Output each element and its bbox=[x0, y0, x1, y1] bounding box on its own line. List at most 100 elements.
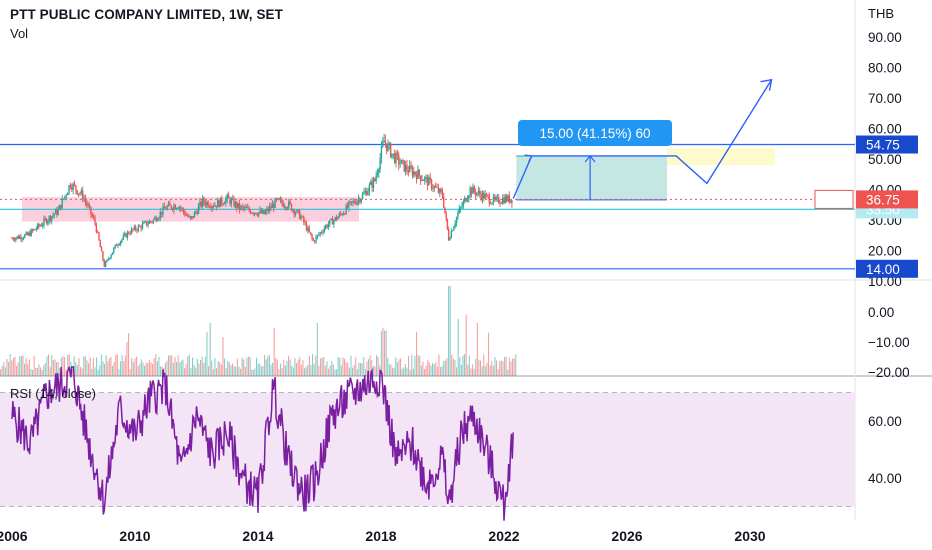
volume-bar bbox=[220, 364, 222, 376]
candle-body bbox=[141, 223, 144, 229]
volume-bar bbox=[168, 355, 170, 376]
candle-body bbox=[253, 212, 256, 214]
candle-body bbox=[94, 218, 96, 224]
candle-body bbox=[208, 206, 211, 208]
volume-bar bbox=[48, 354, 50, 376]
candle-body bbox=[371, 181, 373, 188]
volume-bar bbox=[478, 359, 480, 376]
price-tick-label: 80.00 bbox=[868, 61, 902, 76]
volume-bar bbox=[441, 366, 443, 376]
candle-body bbox=[15, 238, 17, 241]
volume-bar bbox=[89, 357, 91, 376]
symbol-tag-label: PTT bbox=[821, 192, 847, 207]
candle-body bbox=[333, 220, 335, 225]
volume-bar bbox=[446, 358, 448, 376]
candle-body bbox=[66, 193, 69, 196]
volume-bar bbox=[470, 368, 472, 376]
volume-bar bbox=[217, 361, 219, 376]
candle-body bbox=[436, 187, 438, 189]
candle-body bbox=[40, 225, 43, 227]
candle-body bbox=[357, 198, 360, 202]
volume-bar bbox=[368, 359, 370, 376]
volume-bar bbox=[440, 367, 442, 376]
candle-body bbox=[173, 205, 175, 210]
candle-body bbox=[274, 198, 276, 208]
volume-bar bbox=[33, 355, 35, 376]
volume-bar bbox=[280, 363, 282, 376]
candle-body bbox=[257, 212, 260, 216]
volume-bar bbox=[468, 355, 470, 376]
candle-body bbox=[491, 202, 493, 204]
candle-body bbox=[338, 213, 341, 218]
volume-bar bbox=[512, 358, 514, 376]
volume-bar bbox=[164, 362, 166, 376]
volume-bar bbox=[489, 365, 491, 376]
volume-bar bbox=[193, 365, 195, 376]
volume-bar bbox=[25, 358, 27, 376]
candle-body bbox=[449, 237, 451, 241]
candle-body bbox=[34, 229, 36, 230]
volume-bar bbox=[112, 365, 114, 376]
volume-bar bbox=[358, 362, 360, 376]
volume-bar bbox=[500, 360, 502, 376]
volume-bar bbox=[424, 369, 426, 376]
candle-body bbox=[428, 177, 430, 186]
candle-body bbox=[319, 232, 321, 235]
candle-body bbox=[386, 143, 388, 151]
volume-bar bbox=[369, 355, 371, 376]
volume-bar bbox=[456, 367, 458, 376]
volume-bar bbox=[484, 366, 486, 376]
volume-bar bbox=[462, 355, 464, 376]
candle-body bbox=[119, 241, 122, 245]
volume-bar bbox=[97, 369, 99, 376]
candle-body bbox=[163, 206, 166, 209]
candle-body bbox=[496, 196, 499, 198]
volume-bar bbox=[345, 362, 347, 376]
candle-body bbox=[39, 225, 41, 227]
candle-body bbox=[227, 194, 230, 199]
candle-body bbox=[129, 233, 131, 235]
candle-body bbox=[211, 206, 213, 209]
candle-body bbox=[144, 221, 146, 223]
volume-bar bbox=[208, 366, 210, 376]
candle-body bbox=[117, 245, 119, 246]
candle-body bbox=[200, 201, 202, 207]
candle-body bbox=[305, 223, 308, 231]
candle-body bbox=[450, 231, 452, 238]
volume-bar bbox=[361, 363, 363, 376]
candle-body bbox=[249, 210, 252, 214]
volume-bar bbox=[116, 354, 118, 376]
volume-bar bbox=[188, 354, 190, 376]
candle-body bbox=[457, 213, 459, 218]
price-tick-label: 50.00 bbox=[868, 152, 902, 167]
volume-bar bbox=[398, 359, 400, 376]
candle-body bbox=[214, 205, 216, 207]
candle-body bbox=[244, 207, 246, 209]
price-tick-label: 90.00 bbox=[868, 30, 902, 45]
candle-body bbox=[509, 200, 512, 203]
volume-bar bbox=[452, 358, 454, 376]
candle-body bbox=[508, 195, 510, 203]
candle-body bbox=[415, 174, 418, 179]
candle-body bbox=[26, 232, 29, 235]
candle-body bbox=[79, 193, 81, 195]
volume-bar bbox=[139, 363, 141, 376]
candle-body bbox=[360, 198, 362, 203]
volume-bar bbox=[123, 361, 125, 376]
volume-bar bbox=[366, 361, 368, 376]
candle-body bbox=[133, 226, 136, 230]
candle-body bbox=[312, 238, 315, 241]
candle-body bbox=[277, 198, 279, 200]
candle-body bbox=[230, 199, 233, 204]
volume-bar bbox=[376, 355, 378, 376]
candle-body bbox=[469, 187, 471, 196]
candle-body bbox=[376, 173, 379, 176]
candle-body bbox=[378, 169, 380, 174]
volume-bar bbox=[481, 366, 483, 376]
candle-body bbox=[507, 195, 509, 202]
volume-bar bbox=[451, 354, 453, 376]
volume-bar bbox=[75, 362, 77, 376]
candle-body bbox=[118, 244, 120, 246]
candle-body bbox=[297, 209, 300, 211]
